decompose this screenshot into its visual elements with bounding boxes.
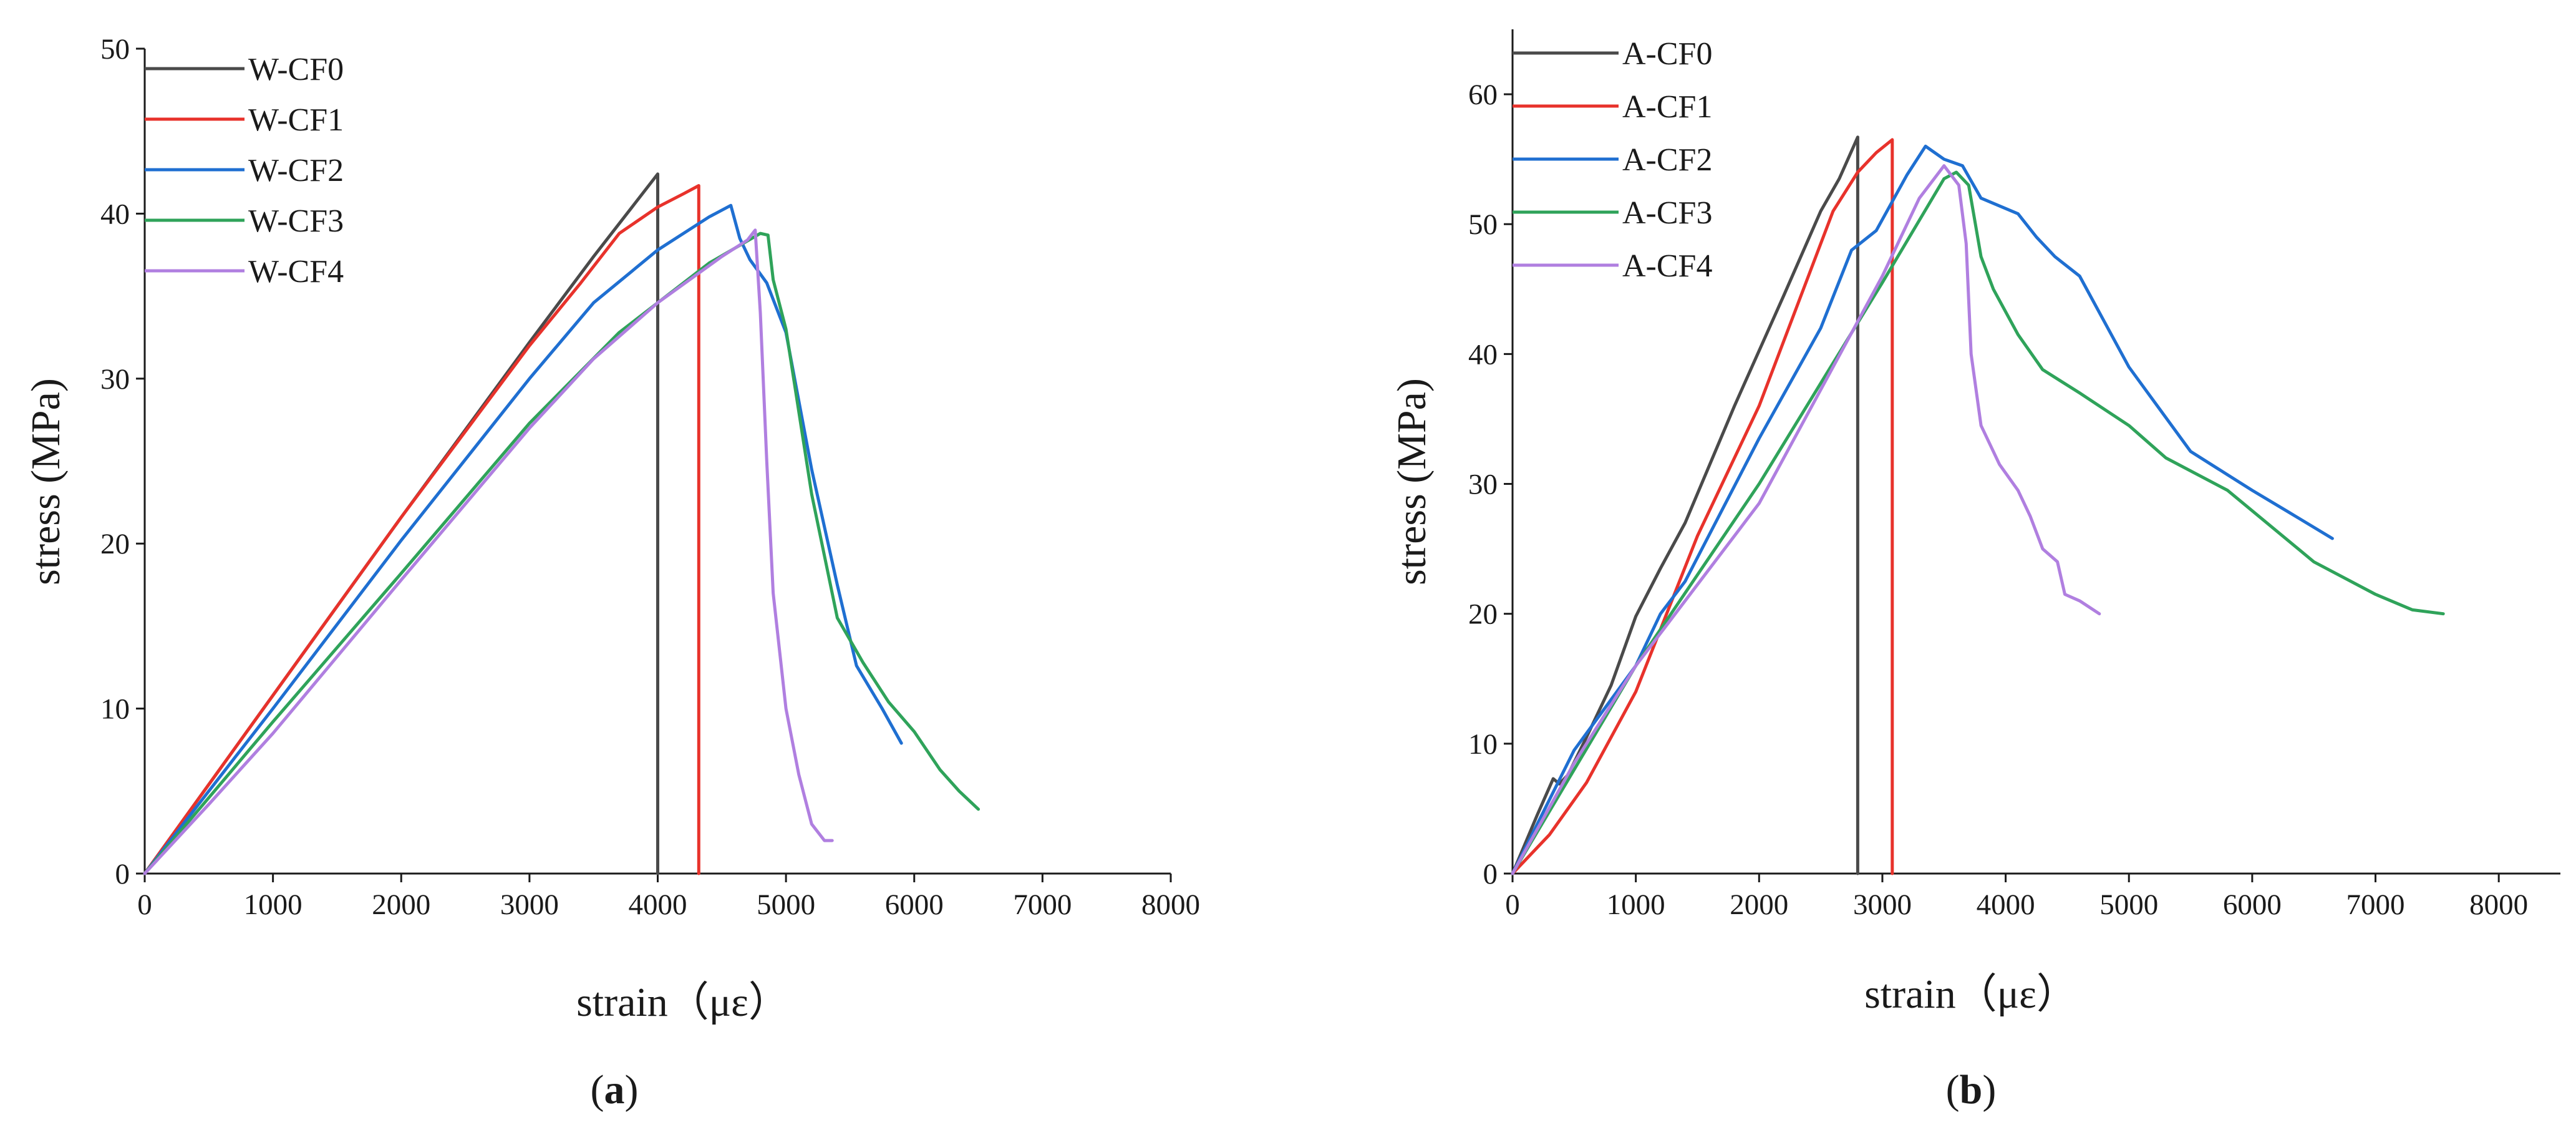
x-tick-label-a: 0 — [137, 889, 152, 921]
y-tick-label-a: 0 — [115, 858, 130, 890]
y-tick-label-b: 60 — [1468, 79, 1498, 111]
x-tick-label-b: 3000 — [1853, 889, 1912, 921]
legend-label-a-cf3: A-CF3 — [1622, 195, 1712, 231]
y-tick-label-b: 50 — [1468, 208, 1498, 241]
panel-label-b: (b) — [1946, 1067, 1997, 1113]
legend-label-a-cf1: A-CF1 — [1622, 89, 1712, 125]
series-line-a-cf3 — [1511, 170, 2445, 875]
series-line-a-cf0 — [1511, 135, 1859, 875]
y-tick-label-a: 30 — [100, 363, 130, 396]
ticks-a: 0 1000 2000 3000 4000 5000 6000 7000 8000 0 10 20 30… — [100, 33, 1200, 921]
x-axis-title-a: strain（με） — [576, 980, 790, 1025]
y-tick-label-a: 20 — [100, 528, 130, 560]
legend-label-w-cf1: W-CF1 — [248, 102, 344, 138]
y-tick-label-a: 40 — [100, 198, 130, 230]
legend-label-w-cf2: W-CF2 — [248, 153, 344, 188]
x-tick-label-b: 7000 — [2346, 889, 2405, 921]
legend-label-w-cf4: W-CF4 — [248, 254, 344, 290]
x-tick-label-b: 6000 — [2223, 889, 2282, 921]
series-line-a-cf1 — [1511, 138, 1894, 875]
panel-label-a: (a) — [591, 1067, 639, 1113]
legend-label-a-cf4: A-CF4 — [1622, 248, 1712, 284]
series-line-a-cf2 — [1511, 144, 2334, 875]
y-tick-label-b: 30 — [1468, 469, 1498, 501]
x-tick-label-b: 2000 — [1730, 889, 1788, 921]
x-axis-title-b: strain（με） — [1864, 972, 2078, 1017]
y-tick-label-b: 0 — [1483, 858, 1498, 890]
y-tick-label-a: 10 — [100, 693, 130, 726]
x-tick-label-a: 8000 — [1141, 889, 1200, 921]
series-line-w-cf3 — [143, 231, 981, 875]
y-tick-label-b: 40 — [1468, 338, 1498, 371]
legend-label-a-cf0: A-CF0 — [1622, 36, 1712, 72]
ticks-b: 0 1000 2000 3000 4000 5000 6000 7000 8000 0 10 20 30… — [1468, 79, 2528, 921]
y-axis-title-b: stress (MPa) — [1389, 378, 1435, 585]
legend-b: A-CF0 A-CF1 A-CF2 A-CF3 A-CF4 — [1513, 36, 1712, 284]
x-tick-label-a: 3000 — [500, 889, 559, 921]
series-group-a — [143, 172, 981, 875]
y-tick-label-b: 20 — [1468, 598, 1498, 631]
y-axis-title-a: stress (MPa) — [23, 378, 69, 585]
legend-label-a-cf2: A-CF2 — [1622, 142, 1712, 178]
x-tick-label-b: 4000 — [1977, 889, 2035, 921]
legend-a: W-CF0 W-CF1 W-CF2 W-CF3 W-CF4 — [145, 52, 344, 290]
x-tick-label-a: 5000 — [757, 889, 815, 921]
chart-panel-a: 0 1000 2000 3000 4000 5000 6000 7000 8000 0 10 20 30… — [23, 33, 1200, 1113]
x-tick-label-a: 1000 — [244, 889, 303, 921]
x-tick-label-b: 1000 — [1607, 889, 1665, 921]
x-tick-label-b: 8000 — [2469, 889, 2528, 921]
y-tick-label-a: 50 — [100, 33, 130, 66]
legend-label-w-cf0: W-CF0 — [248, 52, 344, 87]
x-tick-label-b: 5000 — [2099, 889, 2158, 921]
x-tick-label-a: 4000 — [629, 889, 687, 921]
series-line-w-cf2 — [143, 203, 903, 875]
series-line-w-cf1 — [143, 184, 700, 875]
series-group-b — [1511, 135, 2445, 875]
series-line-w-cf4 — [143, 228, 834, 875]
chart-panel-b: 0 1000 2000 3000 4000 5000 6000 7000 8000 0 10 20 30… — [1389, 29, 2560, 1113]
x-tick-label-b: 0 — [1505, 889, 1520, 921]
x-tick-label-a: 7000 — [1013, 889, 1072, 921]
x-tick-label-a: 6000 — [885, 889, 944, 921]
series-line-a-cf4 — [1511, 164, 2101, 875]
x-tick-label-a: 2000 — [372, 889, 430, 921]
legend-label-w-cf3: W-CF3 — [248, 203, 344, 239]
axes-b — [1511, 29, 2560, 875]
y-tick-label-b: 10 — [1468, 728, 1498, 761]
